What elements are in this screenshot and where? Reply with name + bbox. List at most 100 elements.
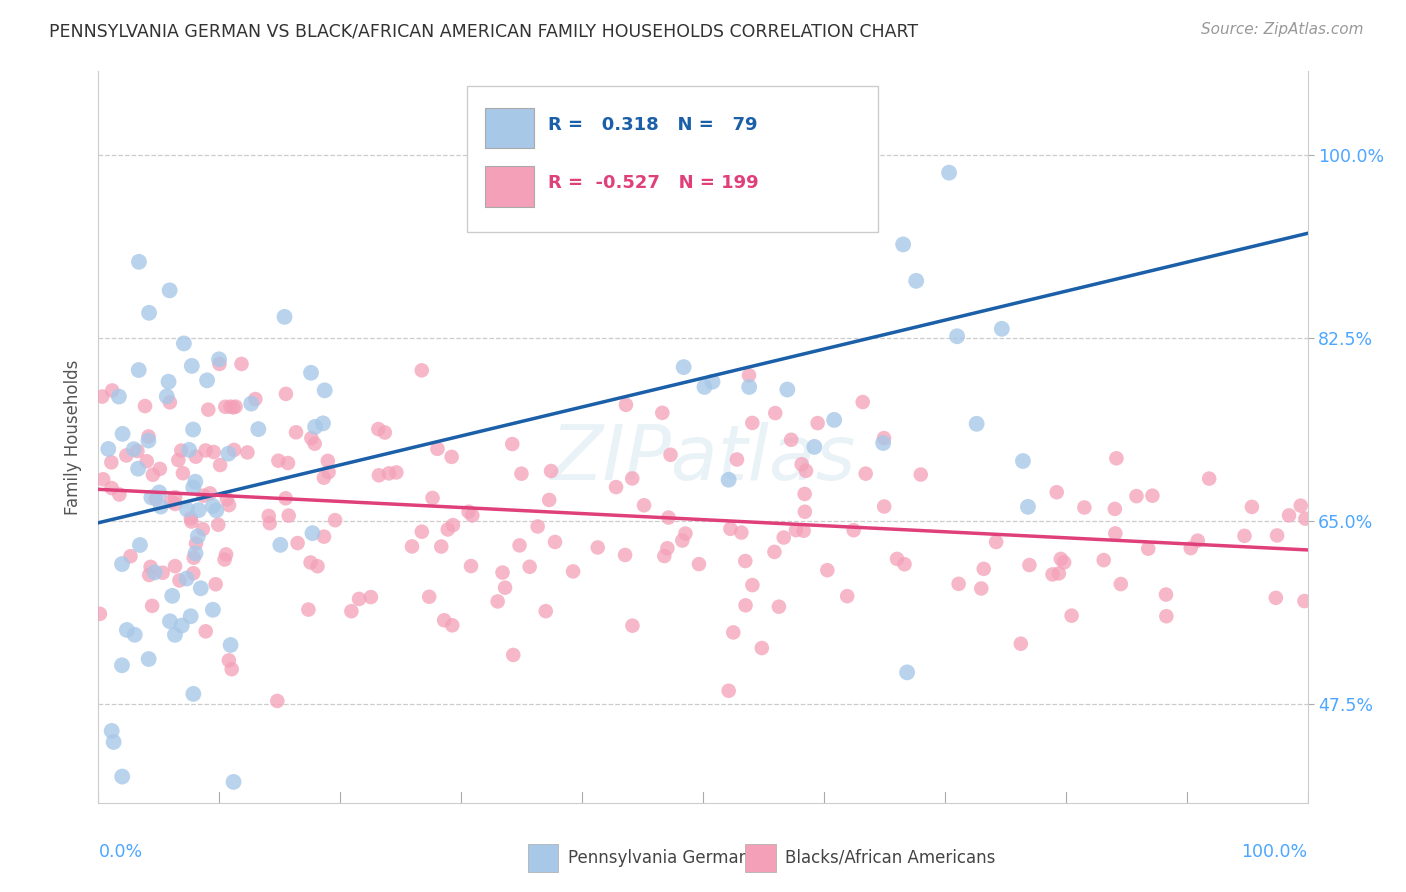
Point: [165, 497, 187, 511]
Point: [218, 498, 240, 512]
Point: [347, 591, 370, 606]
Point: [217, 447, 239, 461]
Point: [586, 541, 609, 555]
Point: [299, 431, 322, 445]
Point: [538, 492, 561, 507]
Point: [751, 640, 773, 655]
Point: [183, 687, 205, 701]
Point: [657, 541, 679, 556]
Point: [852, 395, 875, 409]
Point: [183, 566, 205, 581]
Point: [411, 524, 433, 539]
Point: [693, 380, 716, 394]
Point: [129, 538, 152, 552]
Point: [896, 665, 918, 680]
Point: [194, 624, 217, 639]
Point: [299, 556, 322, 570]
Point: [101, 384, 124, 398]
Point: [245, 392, 267, 406]
Point: [367, 468, 389, 483]
Text: 0.0%: 0.0%: [98, 843, 142, 861]
Point: [842, 523, 865, 537]
Point: [1289, 499, 1312, 513]
Point: [1240, 500, 1263, 514]
Point: [540, 464, 562, 478]
Point: [720, 522, 742, 536]
Point: [418, 590, 440, 604]
Point: [360, 590, 382, 604]
Point: [815, 563, 838, 577]
Point: [1047, 566, 1070, 581]
Point: [170, 618, 193, 632]
Point: [152, 566, 174, 580]
Text: R =  -0.527   N = 199: R = -0.527 N = 199: [548, 174, 759, 193]
Point: [502, 648, 524, 662]
Point: [163, 628, 186, 642]
Point: [534, 604, 557, 618]
Point: [193, 489, 215, 503]
Point: [1049, 552, 1071, 566]
Point: [240, 396, 263, 410]
Point: [277, 456, 299, 470]
Point: [633, 498, 655, 512]
Point: [636, 191, 658, 205]
Point: [149, 462, 172, 476]
Point: [202, 445, 225, 459]
Point: [1125, 489, 1147, 503]
Point: [187, 529, 209, 543]
Point: [181, 480, 204, 494]
Point: [794, 464, 817, 478]
Point: [1046, 485, 1069, 500]
Point: [181, 423, 204, 437]
Point: [222, 442, 245, 457]
Point: [111, 557, 134, 571]
Point: [948, 577, 970, 591]
Point: [621, 471, 644, 485]
Point: [526, 519, 548, 533]
Point: [441, 618, 464, 632]
Point: [910, 467, 932, 482]
Point: [872, 436, 894, 450]
Point: [111, 426, 134, 441]
Point: [215, 548, 238, 562]
Point: [128, 255, 150, 269]
Point: [605, 480, 627, 494]
Point: [208, 352, 231, 367]
Point: [287, 536, 309, 550]
Point: [198, 486, 221, 500]
Point: [180, 609, 202, 624]
Point: [134, 399, 156, 413]
Point: [1233, 529, 1256, 543]
Point: [659, 448, 682, 462]
Point: [1017, 500, 1039, 514]
Point: [1198, 472, 1220, 486]
Point: [195, 373, 218, 387]
Point: [614, 548, 637, 562]
Point: [1012, 454, 1035, 468]
Point: [314, 384, 336, 398]
Point: [269, 538, 291, 552]
Point: [510, 467, 533, 481]
Point: [793, 487, 815, 501]
Point: [1018, 558, 1040, 572]
Point: [374, 425, 396, 440]
Point: [886, 552, 908, 566]
Point: [433, 613, 456, 627]
Point: [1104, 502, 1126, 516]
Point: [772, 531, 794, 545]
Point: [873, 431, 896, 445]
Point: [111, 770, 134, 784]
Point: [162, 589, 184, 603]
Point: [187, 503, 209, 517]
Point: [274, 491, 297, 506]
Point: [191, 522, 214, 536]
Point: [180, 359, 202, 373]
Point: [259, 516, 281, 531]
Point: [115, 449, 138, 463]
Point: [91, 472, 114, 486]
Point: [184, 450, 207, 464]
Point: [299, 366, 322, 380]
Point: [436, 523, 458, 537]
Point: [301, 526, 323, 541]
Point: [738, 380, 761, 394]
